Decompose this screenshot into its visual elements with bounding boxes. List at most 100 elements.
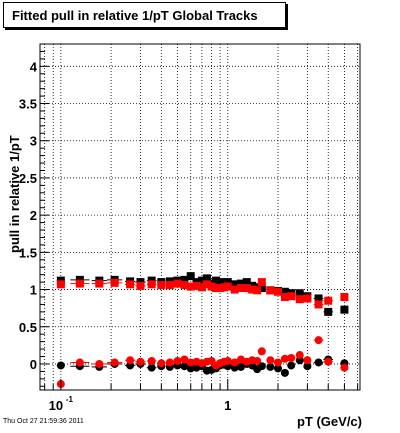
- data-point: [280, 368, 289, 377]
- data-point: [314, 336, 323, 345]
- data-point: [248, 285, 257, 294]
- data-point: [95, 279, 104, 288]
- plot-frame: [39, 43, 361, 391]
- y-axis-label: pull in relative 1/pT: [7, 135, 22, 253]
- data-point: [242, 284, 251, 293]
- data-point: [253, 356, 262, 365]
- data-point: [75, 279, 84, 288]
- data-point: [110, 278, 119, 287]
- data-point: [287, 361, 296, 370]
- x-axis-label: pT (GeV/c): [297, 414, 362, 429]
- data-series: [56, 272, 349, 316]
- data-point: [230, 285, 239, 294]
- x-tick-label: 1: [224, 398, 231, 413]
- y-tick-label: 3: [30, 134, 37, 149]
- data-point: [56, 280, 65, 289]
- data-point: [303, 362, 312, 371]
- data-point: [257, 347, 266, 356]
- chart-title: Fitted pull in relative 1/pT Global Trac…: [12, 8, 258, 23]
- chart-marks: [56, 272, 349, 389]
- data-point: [202, 274, 211, 283]
- data-point: [273, 287, 282, 296]
- data-point: [147, 280, 156, 289]
- data-point: [295, 295, 304, 304]
- data-point: [211, 276, 220, 285]
- data-point: [242, 278, 251, 287]
- data-point: [56, 361, 65, 370]
- x-tick-label: 10: [49, 398, 63, 413]
- data-point: [223, 282, 232, 291]
- data-point: [223, 278, 232, 287]
- data-point: [324, 357, 333, 366]
- data-point: [295, 351, 304, 360]
- data-point: [211, 284, 220, 293]
- data-point: [280, 287, 289, 296]
- data-point: [173, 356, 182, 365]
- data-point: [314, 294, 323, 303]
- data-point: [180, 355, 189, 364]
- y-tick-label: 0.5: [19, 320, 37, 335]
- data-point: [253, 286, 262, 295]
- data-point: [165, 281, 174, 290]
- data-point: [197, 283, 206, 292]
- data-point: [192, 281, 201, 290]
- data-point: [126, 356, 135, 365]
- data-point: [173, 279, 182, 288]
- data-point: [186, 364, 195, 373]
- y-tick-label: 3.5: [19, 97, 37, 112]
- data-point: [136, 357, 145, 366]
- data-point: [303, 294, 312, 303]
- data-point: [295, 289, 304, 298]
- data-point: [287, 354, 296, 363]
- data-point: [340, 305, 349, 314]
- data-point: [186, 358, 195, 367]
- data-series: [56, 278, 349, 309]
- data-point: [126, 280, 135, 289]
- data-series: [56, 336, 349, 389]
- data-point: [266, 286, 275, 295]
- data-point: [266, 362, 275, 371]
- x-tick-label-exponent: -1: [66, 395, 74, 404]
- data-point: [257, 284, 266, 293]
- data-point: [157, 281, 166, 290]
- data-point: [257, 362, 266, 371]
- data-point: [324, 307, 333, 316]
- data-point: [230, 358, 239, 367]
- data-point: [207, 282, 216, 291]
- data-point: [236, 279, 245, 288]
- data-point: [147, 356, 156, 365]
- y-tick-label: 4: [30, 59, 38, 74]
- data-point: [236, 284, 245, 293]
- data-point: [202, 280, 211, 289]
- y-tick-label: 0: [30, 357, 37, 372]
- data-point: [314, 300, 323, 309]
- data-point: [324, 296, 333, 305]
- data-point: [136, 281, 145, 290]
- data-point: [180, 275, 189, 284]
- y-tick-label: 2.5: [19, 171, 37, 186]
- y-tick-label: 1: [30, 283, 37, 298]
- grid: [40, 44, 360, 390]
- axis-ticks: 0 0.5 1 1.5 2 2.5 3 3.5 4 10 -1 1: [19, 43, 359, 413]
- title-box: Fitted pull in relative 1/pT Global Trac…: [3, 2, 286, 28]
- y-tick-label: 2: [30, 208, 37, 223]
- data-point: [273, 364, 282, 373]
- data-point: [110, 358, 119, 367]
- plot-border: [39, 43, 361, 391]
- data-point: [280, 292, 289, 301]
- data-point: [340, 292, 349, 301]
- data-point: [75, 358, 84, 367]
- data-point: [180, 362, 189, 371]
- data-point: [314, 358, 323, 367]
- data-point: [340, 363, 349, 372]
- data-point: [157, 359, 166, 368]
- data-point: [186, 272, 195, 281]
- y-tick-label: 1.5: [19, 245, 37, 260]
- data-point: [280, 354, 289, 363]
- data-point: [147, 363, 156, 372]
- data-point: [180, 281, 189, 290]
- data-point: [266, 356, 275, 365]
- data-point: [95, 359, 104, 368]
- timestamp: Thu Oct 27 21:59:36 2011: [3, 418, 84, 425]
